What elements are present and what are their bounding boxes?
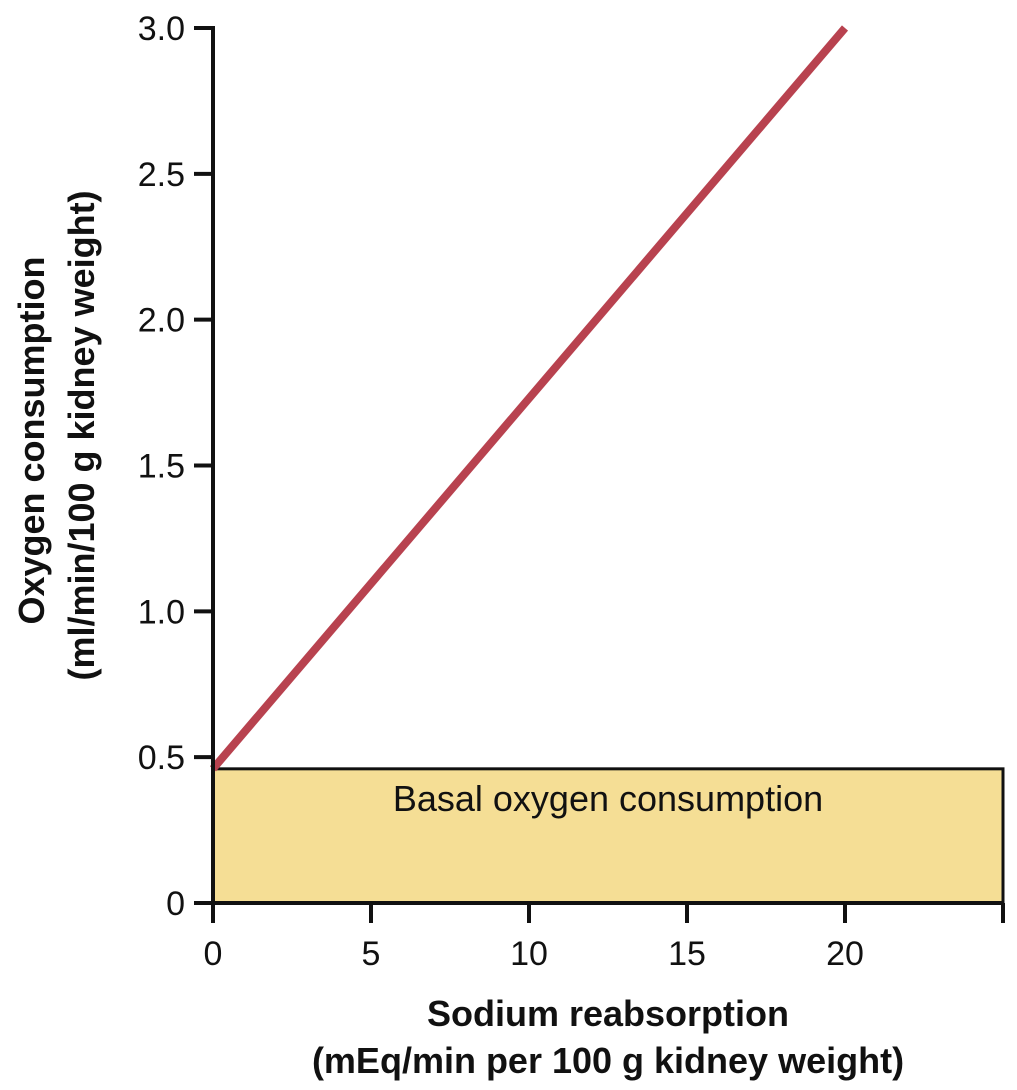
- x-tick-label: 5: [362, 935, 381, 973]
- basal-region-label: Basal oxygen consumption: [393, 778, 823, 819]
- series-line-0: [209, 25, 849, 772]
- y-tick-label: 3.0: [138, 10, 185, 48]
- y-tick-label: 1.0: [138, 593, 185, 631]
- y-tick-label: 0.5: [138, 739, 185, 777]
- x-tick-label: 20: [826, 935, 864, 973]
- y-tick-label: 2.5: [138, 156, 185, 194]
- basal-region-rect: [211, 767, 1005, 905]
- y-axis-title: Oxygen consumption (ml/min/100 g kidney …: [11, 190, 102, 680]
- y-axis-title-line-1: Oxygen consumption: [11, 256, 52, 624]
- x-axis-title-line-2: (mEq/min per 100 g kidney weight): [312, 1040, 904, 1081]
- x-axis-title-line-1: Sodium reabsorption: [427, 993, 789, 1034]
- ticks-layer: 0 0.5 1.0 1.5 2.0 2.5 3.0 0 5 10 15 20: [138, 10, 1005, 973]
- labels-layer: Oxygen consumption (ml/min/100 g kidney …: [11, 190, 904, 1081]
- x-tick-label: 10: [510, 935, 548, 973]
- y-tick-label: 1.5: [138, 448, 185, 486]
- regions-layer: Basal oxygen consumption: [211, 767, 1005, 905]
- y-axis-title-line-2: (ml/min/100 g kidney weight): [61, 190, 102, 680]
- x-tick-label: 0: [204, 935, 223, 973]
- y-tick-label: 0: [166, 885, 185, 923]
- series-layer: [209, 25, 849, 772]
- x-tick-label: 15: [668, 935, 706, 973]
- y-tick-label: 2.0: [138, 302, 185, 340]
